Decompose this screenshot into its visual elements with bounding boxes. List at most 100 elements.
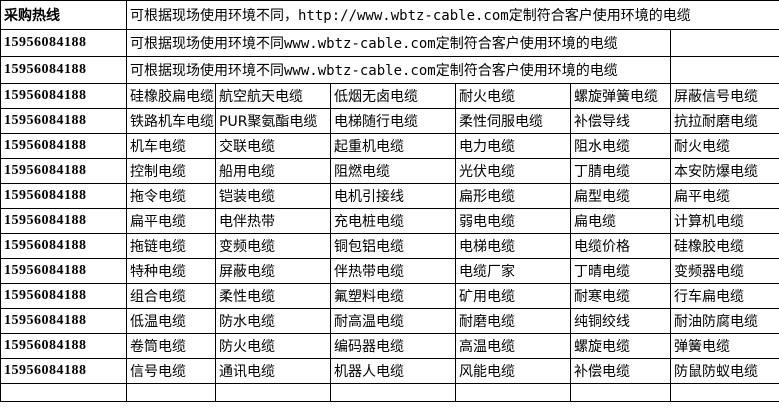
product-cell[interactable]: 矿用电缆 [455,283,571,309]
product-cell[interactable]: 光伏电缆 [455,158,571,184]
phone-number: 15956084188 [0,29,127,57]
table-row: 15956084188 特种电缆 屏蔽电缆 伴热带电缆 电缆厂家 丁晴电缆 变频器电缆 [0,258,779,284]
product-cell[interactable]: 航空航天电缆 [215,83,331,109]
product-cell[interactable]: 补偿导线 [570,108,671,134]
empty-cell [126,383,216,402]
product-cell[interactable]: 弱电电缆 [455,208,571,234]
product-cell[interactable]: 耐寒电缆 [570,283,671,309]
product-cell[interactable]: 低温电缆 [126,308,216,334]
product-cell[interactable]: 充电桩电缆 [330,208,456,234]
table-row: 15956084188 硅橡胶扁电缆 航空航天电缆 低烟无卤电缆 耐火电缆 螺旋弹簧电缆屏… [0,83,779,109]
product-cell[interactable]: 电梯电缆 [455,233,571,259]
product-cell[interactable]: 编码器电缆 [330,333,456,359]
product-cell[interactable]: 硅橡胶电缆 [670,233,779,259]
empty-cell [670,29,779,57]
empty-cell [670,56,779,84]
product-cell[interactable]: 通讯电缆 [215,358,331,384]
product-cell[interactable]: 螺旋电缆 [570,333,671,359]
product-cell[interactable]: 计算机电缆 [670,208,779,234]
product-cell[interactable]: 电机引接线 [330,183,456,209]
product-cell[interactable]: 电伴热带 [215,208,331,234]
product-cell[interactable]: 卷筒电缆 [126,333,216,359]
product-cell[interactable]: 低烟无卤电缆 [330,83,456,109]
table-row: 15956084188 卷筒电缆 防火电缆 编码器电缆 高温电缆 螺旋电缆 弹簧电缆 [0,333,779,359]
phone-number: 15956084188 [0,333,127,359]
product-cell[interactable]: 纯铜绞线 [570,308,671,334]
phone-number: 15956084188 [0,233,127,259]
product-cell[interactable]: 起重机电缆 [330,133,456,159]
empty-cell [330,383,456,402]
product-cell[interactable]: 机器人电缆 [330,358,456,384]
product-cell[interactable]: 扁平电缆 [670,183,779,209]
product-cell[interactable]: 拖链电缆 [126,233,216,259]
product-cell[interactable]: 扁平电缆 [126,208,216,234]
product-cell[interactable]: 阻水电缆 [570,133,671,159]
product-cell[interactable]: 船用电缆 [215,158,331,184]
product-cell[interactable]: 防水电缆 [215,308,331,334]
product-cell[interactable]: 伴热带电缆 [330,258,456,284]
phone-number: 15956084188 [0,258,127,284]
product-cell[interactable]: 信号电缆 [126,358,216,384]
table-row: 15956084188 拖令电缆 铠装电缆 电机引接线 扁形电缆 扁型电缆 扁平电缆 [0,183,779,209]
product-cell[interactable]: 抗拉耐磨电缆 [670,108,779,134]
product-cell[interactable]: 控制电缆 [126,158,216,184]
product-cell[interactable]: 本安防爆电缆 [670,158,779,184]
product-cell[interactable]: 电力电缆 [455,133,571,159]
product-cell[interactable]: 螺旋弹簧电缆 [570,83,671,109]
product-cell[interactable]: 耐高温电缆 [330,308,456,334]
table-row: 15956084188 铁路机车电缆 PUR聚氨酯电缆 电梯随行电缆 柔性伺服电缆 补偿导… [0,108,779,134]
product-cell[interactable]: 丁晴电缆 [570,258,671,284]
product-cell[interactable]: 变频器电缆 [670,258,779,284]
product-cell[interactable]: 屏蔽信号电缆 [670,83,779,109]
phone-number: 15956084188 [0,283,127,309]
product-cell[interactable]: 扁型电缆 [570,183,671,209]
product-cell[interactable]: 高温电缆 [455,333,571,359]
table-row: 15956084188 组合电缆 柔性电缆 氟塑料电缆 矿用电缆 耐寒电缆 行车扁电缆 [0,283,779,309]
table-row-banner3: 15956084188 可根据现场使用环境不同www.wbtz-cable.co… [0,56,779,84]
product-cell[interactable]: 拖令电缆 [126,183,216,209]
table-row: 15956084188 信号电缆 通讯电缆 机器人电缆 风能电缆 补偿电缆 防鼠防蚁电缆 [0,358,779,384]
table-row-empty [0,383,779,402]
product-cell[interactable]: 电缆价格 [570,233,671,259]
product-cell[interactable]: 补偿电缆 [570,358,671,384]
empty-cell [455,383,571,402]
product-cell[interactable]: 耐磨电缆 [455,308,571,334]
product-cell[interactable]: 组合电缆 [126,283,216,309]
product-cell[interactable]: 耐油防腐电缆 [670,308,779,334]
table-row-hotline: 采购热线 可根据现场使用环境不同，http://www.wbtz-cable.c… [0,0,779,30]
product-cell[interactable]: 铜包铝电缆 [330,233,456,259]
product-cell[interactable]: 阻燃电缆 [330,158,456,184]
phone-number: 15956084188 [0,83,127,109]
product-cell[interactable]: 硅橡胶扁电缆 [126,83,216,109]
product-cell[interactable]: 机车电缆 [126,133,216,159]
product-cell[interactable]: 电梯随行电缆 [330,108,456,134]
product-cell[interactable]: 铁路机车电缆 [126,108,216,134]
product-cell[interactable]: 柔性电缆 [215,283,331,309]
phone-number: 15956084188 [0,133,127,159]
phone-number: 15956084188 [0,108,127,134]
product-cell[interactable]: 丁腈电缆 [570,158,671,184]
product-cell[interactable]: 交联电缆 [215,133,331,159]
empty-cell [570,383,671,402]
product-cell[interactable]: 柔性伺服电缆 [455,108,571,134]
product-cell[interactable]: 风能电缆 [455,358,571,384]
product-cell[interactable]: 耐火电缆 [670,133,779,159]
product-cell[interactable]: 特种电缆 [126,258,216,284]
product-cell[interactable]: 变频电缆 [215,233,331,259]
product-cell[interactable]: 电缆厂家 [455,258,571,284]
product-cell[interactable]: 防火电缆 [215,333,331,359]
product-cell[interactable]: 氟塑料电缆 [330,283,456,309]
product-cell[interactable]: 耐火电缆 [455,83,571,109]
product-cell[interactable]: 屏蔽电缆 [215,258,331,284]
product-cell[interactable]: PUR聚氨酯电缆 [215,108,331,134]
table-row-banner2: 15956084188 可根据现场使用环境不同www.wbtz-cable.co… [0,29,779,57]
product-cell[interactable]: 弹簧电缆 [670,333,779,359]
table-row: 15956084188 低温电缆 防水电缆 耐高温电缆 耐磨电缆 纯铜绞线 耐油防腐电缆 [0,308,779,334]
product-cell[interactable]: 防鼠防蚁电缆 [670,358,779,384]
product-cell[interactable]: 行车扁电缆 [670,283,779,309]
product-cell[interactable]: 扁电缆 [570,208,671,234]
product-cell[interactable]: 铠装电缆 [215,183,331,209]
product-cell[interactable]: 扁形电缆 [455,183,571,209]
